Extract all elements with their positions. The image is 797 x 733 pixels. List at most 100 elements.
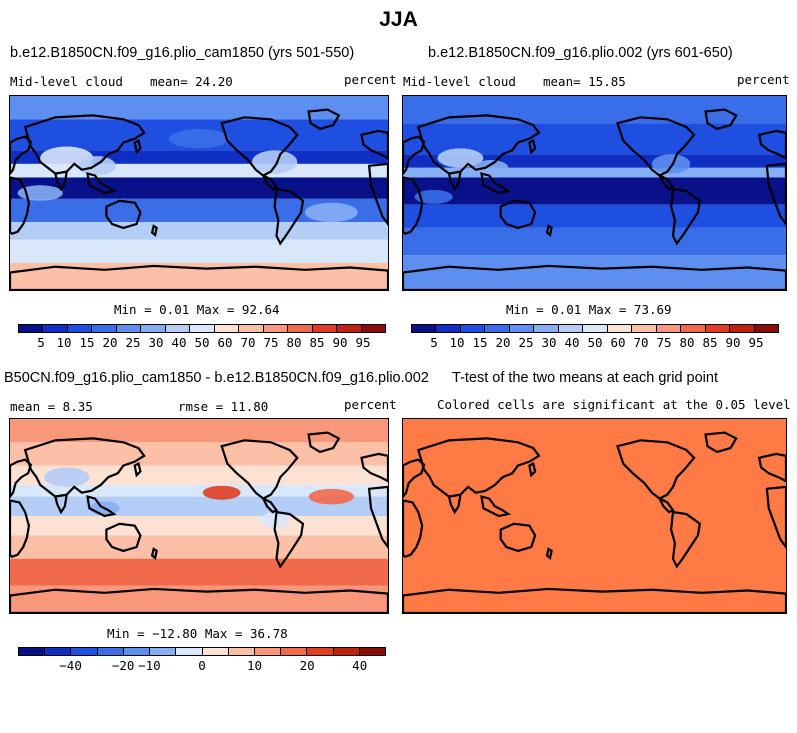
panel3-title: B50CN.f09_g16.plio_cam1850 - b.e12.B1850… (4, 370, 429, 386)
colorbar-swatch (71, 648, 98, 655)
colorbar-swatch (97, 648, 124, 655)
panel2-colorbar (411, 324, 779, 333)
colorbar-swatch (43, 325, 68, 332)
colorbar-swatch (202, 648, 229, 655)
colorbar-swatch (583, 325, 608, 332)
colorbar-swatch (150, 648, 177, 655)
colorbar-swatch (412, 325, 437, 332)
colorbar-swatch (312, 325, 338, 332)
colorbar-swatch (359, 648, 386, 655)
colorbar-tick-label: 40 (352, 658, 368, 673)
colorbar-swatch (361, 325, 386, 332)
colorbar-tick-label: 20 (299, 658, 315, 673)
colorbar-swatch (632, 325, 657, 332)
colorbar-swatch (263, 325, 289, 332)
colorbar-tick-label: 10 (449, 335, 465, 350)
panel1-minmax: Min = 0.01 Max = 92.64 (114, 302, 280, 317)
panel3-map (9, 418, 389, 614)
colorbar-tick-label: 95 (355, 335, 371, 350)
panel4-map (402, 418, 787, 614)
colorbar-tick-label: 10 (56, 335, 72, 350)
colorbar-tick-label: 80 (286, 335, 302, 350)
colorbar-swatch (558, 325, 584, 332)
panel1-colorbar (18, 324, 386, 333)
colorbar-tick-label: 20 (102, 335, 118, 350)
panel4-title: T-test of the two means at each grid poi… (452, 370, 718, 386)
colorbar-tick-label: 75 (263, 335, 279, 350)
colorbar-swatch (176, 648, 203, 655)
colorbar-tick-label: 70 (240, 335, 256, 350)
panel3-colorbar (18, 647, 386, 656)
colorbar-swatch (534, 325, 559, 332)
colorbar-swatch (67, 325, 93, 332)
colorbar-swatch (337, 325, 362, 332)
panel3-colorbar-ticks: −40 −20 −10 0 10 20 40 (18, 658, 386, 674)
panel3-minmax: Min = −12.80 Max = 36.78 (107, 626, 288, 641)
colorbar-swatch (123, 648, 151, 655)
colorbar-tick-label: 60 (610, 335, 626, 350)
colorbar-tick-label: 25 (518, 335, 534, 350)
colorbar-swatch (254, 648, 282, 655)
colorbar-swatch (730, 325, 755, 332)
colorbar-tick-label: 40 (564, 335, 580, 350)
colorbar-swatch (656, 325, 682, 332)
colorbar-swatch (214, 325, 240, 332)
colorbar-tick-label: 70 (633, 335, 649, 350)
colorbar-swatch (228, 648, 255, 655)
panel2-colorbar-ticks: 5 10 15 20 25 30 40 50 60 70 75 80 85 90 95 (411, 335, 779, 351)
colorbar-tick-label: 30 (541, 335, 557, 350)
panel2-mean: mean= 15.85 (543, 74, 626, 89)
colorbar-swatch (436, 325, 461, 332)
colorbar-swatch (190, 325, 215, 332)
colorbar-swatch (288, 325, 313, 332)
colorbar-tick-label: −10 (138, 658, 161, 673)
colorbar-tick-label: 60 (217, 335, 233, 350)
colorbar-tick-label: 40 (171, 335, 187, 350)
colorbar-tick-label: 10 (247, 658, 263, 673)
panel2-units: percent (737, 72, 790, 87)
colorbar-swatch (19, 325, 44, 332)
colorbar-swatch (141, 325, 166, 332)
colorbar-tick-label: 15 (79, 335, 95, 350)
colorbar-tick-label: 50 (587, 335, 603, 350)
colorbar-tick-label: 25 (125, 335, 141, 350)
panel1-title: b.e12.B1850CN.f09_g16.plio_cam1850 (yrs … (10, 45, 355, 61)
panel1-colorbar-ticks: 5 10 15 20 25 30 40 50 60 70 75 80 85 90 95 (18, 335, 386, 351)
panel1-map (9, 95, 389, 291)
colorbar-tick-label: 90 (725, 335, 741, 350)
colorbar-tick-label: −20 (111, 658, 135, 673)
colorbar-tick-label: 80 (679, 335, 695, 350)
colorbar-swatch (607, 325, 633, 332)
colorbar-tick-label: 85 (702, 335, 718, 350)
panel1-variable: Mid-level cloud (10, 74, 123, 89)
map-canvas (10, 96, 388, 290)
colorbar-tick-label: 50 (194, 335, 210, 350)
colorbar-tick-label: 90 (332, 335, 348, 350)
colorbar-swatch (116, 325, 142, 332)
colorbar-swatch (19, 648, 46, 655)
colorbar-swatch (509, 325, 535, 332)
panel4-subtitle: Colored cells are significant at the 0.0… (437, 397, 791, 412)
colorbar-tick-label: 5 (430, 335, 438, 350)
colorbar-swatch (165, 325, 191, 332)
colorbar-swatch (485, 325, 510, 332)
panel2-variable: Mid-level cloud (403, 74, 516, 89)
colorbar-swatch (460, 325, 486, 332)
map-canvas (403, 96, 786, 290)
colorbar-swatch (239, 325, 264, 332)
colorbar-swatch (92, 325, 117, 332)
colorbar-tick-label: 5 (37, 335, 45, 350)
colorbar-swatch (754, 325, 779, 332)
colorbar-tick-label: 15 (472, 335, 488, 350)
colorbar-tick-label: 0 (198, 658, 206, 673)
panel2-title: b.e12.B1850CN.f09_g16.plio.002 (yrs 601-… (428, 45, 733, 61)
colorbar-tick-label: −40 (59, 658, 82, 673)
panel3-rmse: rmse = 11.80 (178, 399, 269, 414)
panel2-minmax: Min = 0.01 Max = 73.69 (506, 302, 672, 317)
colorbar-swatch (705, 325, 731, 332)
colorbar-swatch (307, 648, 334, 655)
colorbar-swatch (45, 648, 72, 655)
colorbar-tick-label: 30 (148, 335, 164, 350)
map-canvas (403, 419, 786, 613)
colorbar-tick-label: 20 (495, 335, 511, 350)
